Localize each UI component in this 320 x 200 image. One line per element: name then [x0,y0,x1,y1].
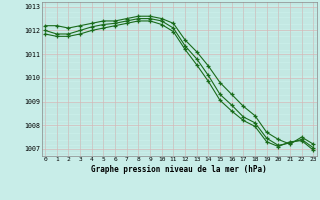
X-axis label: Graphe pression niveau de la mer (hPa): Graphe pression niveau de la mer (hPa) [91,165,267,174]
